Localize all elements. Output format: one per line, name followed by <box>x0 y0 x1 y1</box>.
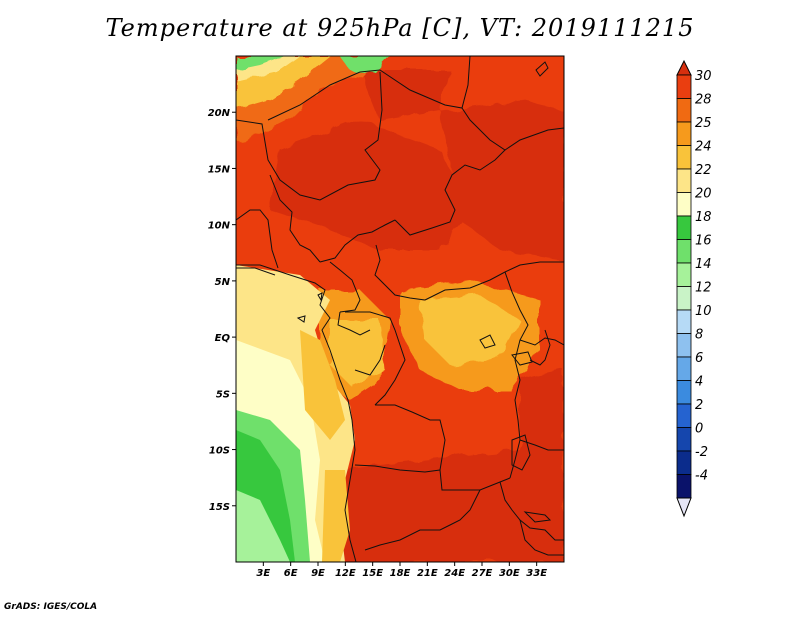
country-borders <box>236 56 564 562</box>
axis-ticks: 3E 6E 9E 12E 15E 18E 21E 24E 27E 30E 33E 20N 15N 10N 5… <box>208 108 548 579</box>
lat-tick-label: EQ <box>215 333 231 344</box>
colorbar-label: 24 <box>695 140 712 155</box>
credit-text: GrADS: IGES/COLA <box>4 602 98 612</box>
colorbar-label: 20 <box>695 187 712 202</box>
colorbar-label: 4 <box>695 375 703 390</box>
colorbar-label: 6 <box>695 351 703 366</box>
colorbar-band <box>676 356 692 381</box>
colorbar-band <box>676 145 692 170</box>
colorbar-band <box>676 403 692 428</box>
colorbar-band <box>676 192 692 217</box>
colorbar-band <box>676 427 692 452</box>
colorbar-label: 25 <box>695 116 712 131</box>
lat-tick-label: 20N <box>208 108 231 119</box>
colorbar-label: 28 <box>695 93 712 108</box>
lat-tick-label: 15S <box>209 502 230 513</box>
colorbar-label: 16 <box>695 234 712 249</box>
colorbar-band <box>676 168 692 193</box>
colorbar-label: 14 <box>695 257 712 272</box>
map-title: Temperature at 925hPa [C], VT: 201911121… <box>105 14 695 42</box>
colorbar-band <box>676 215 692 240</box>
colorbar-label: 8 <box>695 328 703 343</box>
colorbar-band <box>676 309 692 334</box>
temperature-field <box>236 56 564 562</box>
lon-tick-label: 24E <box>444 568 465 579</box>
lat-tick-label: 5S <box>216 389 230 400</box>
colorbar-label: 0 <box>695 422 703 437</box>
colorbar-label: 10 <box>695 304 712 319</box>
colorbar-band <box>676 121 692 146</box>
lon-tick-label: 6E <box>284 568 298 579</box>
colorbar-bottom-arrow <box>676 497 692 518</box>
lon-tick-label: 12E <box>335 568 356 579</box>
colorbar-top-arrow <box>676 59 692 76</box>
lon-tick-label: 15E <box>362 568 383 579</box>
colorbar-band <box>676 380 692 405</box>
colorbar-label: 12 <box>695 281 712 296</box>
lat-tick-label: 10N <box>208 221 231 232</box>
lon-tick-label: 3E <box>256 568 270 579</box>
colorbar-label: 22 <box>695 163 712 178</box>
colorbar-band <box>676 474 692 499</box>
colorbar-label: 30 <box>695 69 712 84</box>
lon-tick-label: 30E <box>499 568 520 579</box>
colorbar-band <box>676 262 692 287</box>
lon-tick-label: 21E <box>417 568 438 579</box>
colorbar-band <box>676 333 692 358</box>
lat-tick-label: 10S <box>209 446 230 457</box>
lon-tick-label: 33E <box>526 568 547 579</box>
colorbar-label: -2 <box>695 445 708 460</box>
colorbar-band <box>676 450 692 475</box>
colorbar-band <box>676 286 692 311</box>
lat-tick-label: 5N <box>215 277 231 288</box>
colorbar-label: 18 <box>695 210 712 225</box>
lon-tick-label: 27E <box>472 568 493 579</box>
lat-tick-label: 15N <box>208 164 231 175</box>
lon-tick-label: 9E <box>311 568 325 579</box>
colorbar-label: -4 <box>695 469 708 484</box>
colorbar-band <box>676 98 692 123</box>
lon-tick-label: 18E <box>390 568 411 579</box>
colorbar-band <box>676 239 692 264</box>
colorbar-band <box>676 74 692 99</box>
colorbar-label: 2 <box>695 398 703 413</box>
